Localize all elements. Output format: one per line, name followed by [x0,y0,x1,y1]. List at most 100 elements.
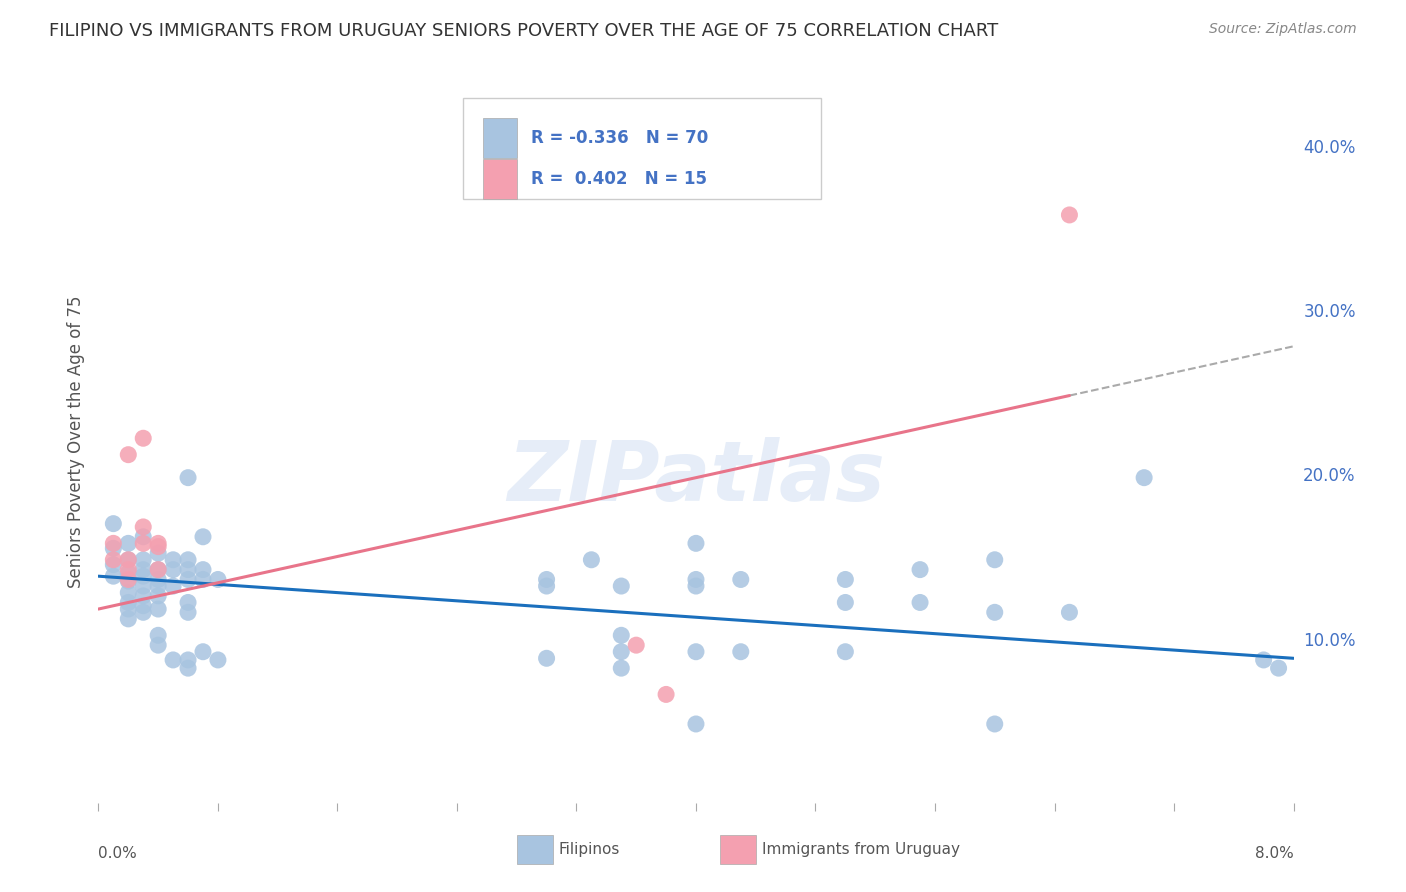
Point [536,651,558,665]
Point [148,589,170,603]
Point [730,645,752,659]
Point [177,553,200,567]
Point [103,558,125,572]
Point [685,717,707,731]
Text: Filipinos: Filipinos [558,842,620,857]
Point [834,645,856,659]
Point [610,628,633,642]
Y-axis label: Seniors Poverty Over the Age of 75: Seniors Poverty Over the Age of 75 [66,295,84,588]
Point [984,553,1007,567]
Point [148,563,170,577]
Point [1059,208,1081,222]
Point [148,540,170,554]
Point [132,520,155,534]
Point [132,536,155,550]
Point [685,573,707,587]
Point [177,563,200,577]
Point [132,563,155,577]
Point [908,595,931,609]
Point [132,553,155,567]
Point [148,536,170,550]
Text: Immigrants from Uruguay: Immigrants from Uruguay [762,842,960,857]
Point [103,541,125,556]
Point [132,599,155,613]
Bar [484,159,517,199]
Point [655,687,678,701]
Point [984,605,1007,619]
Point [117,566,139,580]
Point [536,579,558,593]
Point [117,595,139,609]
Point [685,645,707,659]
Point [148,573,170,587]
Point [148,602,170,616]
Point [191,530,214,544]
Point [117,574,139,588]
Point [117,536,139,550]
Point [191,645,214,659]
Point [191,563,214,577]
Point [162,563,184,577]
Point [117,612,139,626]
Point [834,573,856,587]
Point [177,573,200,587]
Point [132,569,155,583]
Point [177,595,200,609]
Point [834,595,856,609]
Point [162,653,184,667]
Point [117,553,139,567]
Point [626,638,648,652]
Point [177,605,200,619]
Point [132,605,155,619]
Point [148,638,170,652]
Point [536,573,558,587]
Point [103,536,125,550]
Point [117,553,139,567]
Point [117,602,139,616]
Point [148,628,170,642]
Point [207,573,229,587]
Point [103,553,125,567]
Point [1059,605,1081,619]
Bar [517,835,553,864]
Point [148,546,170,560]
Text: FILIPINO VS IMMIGRANTS FROM URUGUAY SENIORS POVERTY OVER THE AGE OF 75 CORRELATI: FILIPINO VS IMMIGRANTS FROM URUGUAY SENI… [49,22,998,40]
Point [177,661,200,675]
Point [685,579,707,593]
Point [581,553,603,567]
Point [132,530,155,544]
Point [117,585,139,599]
Point [132,589,155,603]
Text: Source: ZipAtlas.com: Source: ZipAtlas.com [1209,22,1357,37]
Point [162,553,184,567]
Point [191,573,214,587]
Point [148,563,170,577]
Point [103,569,125,583]
Point [177,653,200,667]
Point [177,470,200,484]
Point [685,536,707,550]
Point [730,573,752,587]
Point [117,448,139,462]
Point [117,563,139,577]
Bar [484,118,517,158]
Point [1253,653,1275,667]
Point [132,579,155,593]
Point [610,579,633,593]
Point [1267,661,1289,675]
Point [610,645,633,659]
Point [132,431,155,445]
Point [162,579,184,593]
Text: 8.0%: 8.0% [1254,847,1294,861]
Text: 0.0%: 0.0% [98,847,138,861]
Text: ZIPatlas: ZIPatlas [508,437,884,518]
Bar [720,835,756,864]
Point [908,563,931,577]
FancyBboxPatch shape [463,98,821,200]
Point [1133,470,1156,484]
Point [117,573,139,587]
Point [207,653,229,667]
Text: R = -0.336   N = 70: R = -0.336 N = 70 [531,128,709,146]
Point [148,579,170,593]
Point [610,661,633,675]
